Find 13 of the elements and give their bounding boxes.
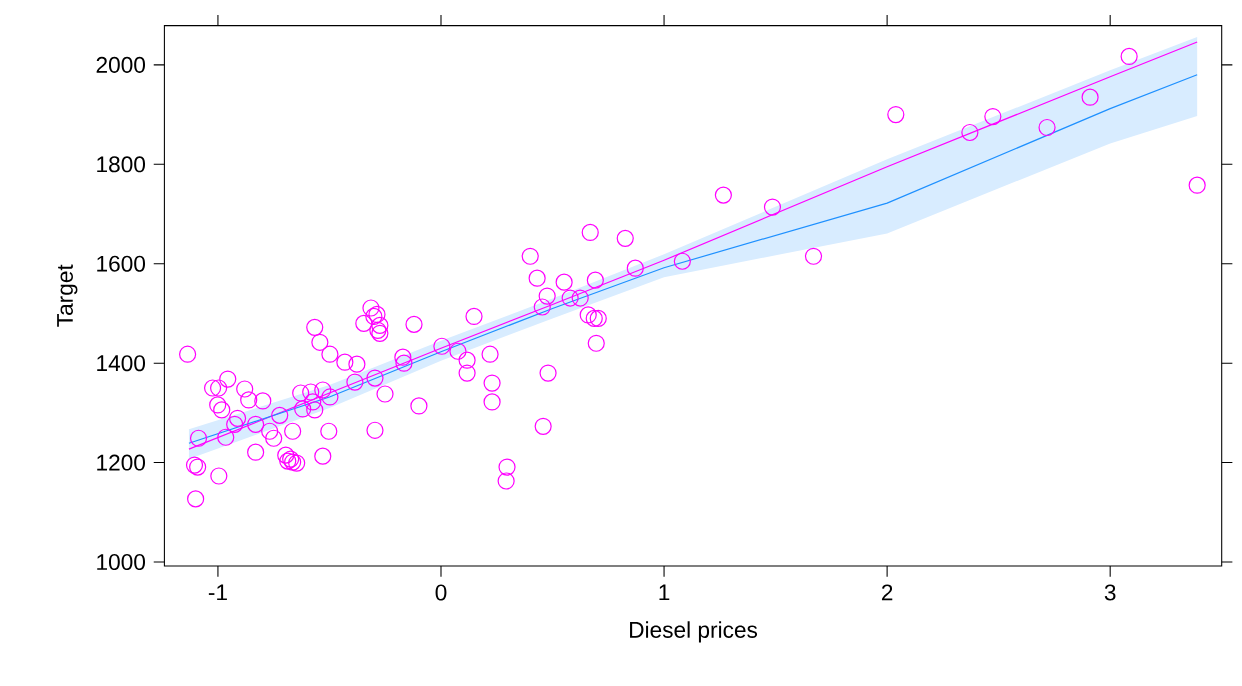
- y-tick-label: 1200: [97, 454, 146, 471]
- y-axis-title: Target: [57, 264, 78, 327]
- x-tick-label: 2: [881, 584, 893, 601]
- x-tick-label: 3: [1104, 584, 1116, 601]
- x-axis-title: Diesel prices: [630, 621, 758, 643]
- y-tick-label: 1000: [97, 553, 146, 571]
- y-tick-label: 1600: [97, 255, 146, 272]
- y-tick-label: 2000: [96, 56, 146, 73]
- x-tick-label: -1: [208, 584, 227, 601]
- x-tick-label: 1: [659, 584, 670, 601]
- x-tick-label: 0: [435, 584, 447, 601]
- y-tick-label: 1400: [97, 355, 146, 372]
- y-tick-label: 1800: [97, 156, 146, 173]
